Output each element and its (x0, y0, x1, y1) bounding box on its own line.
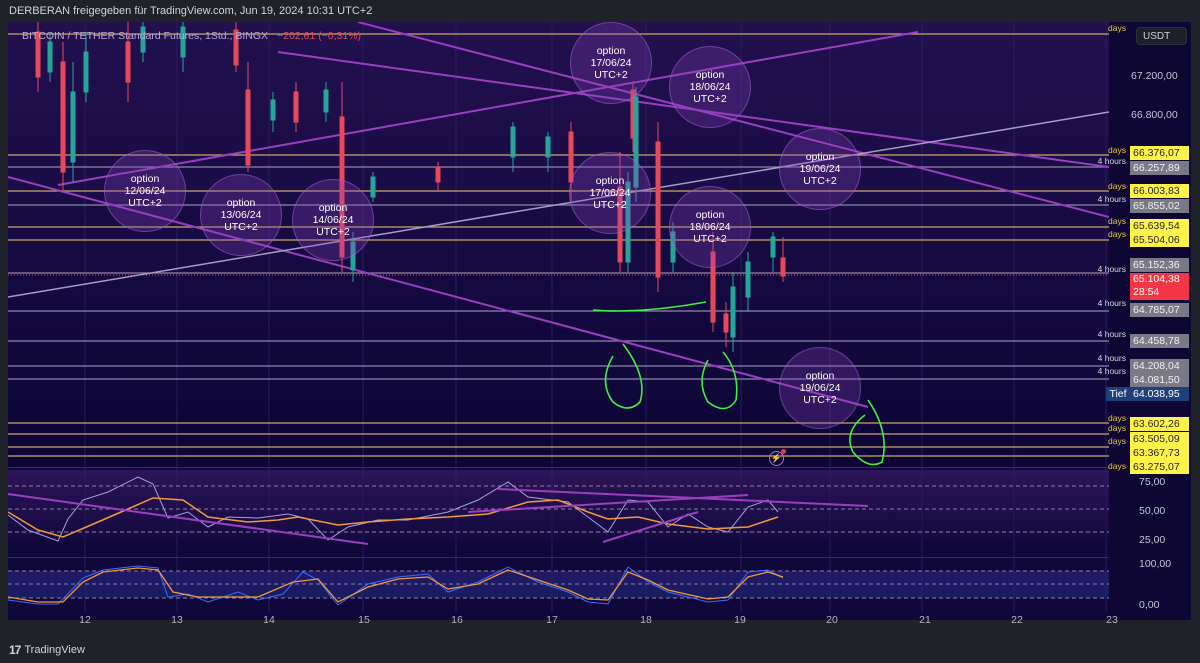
option-marker[interactable]: option 18/06/24 UTC+2 (669, 46, 751, 128)
option-marker[interactable]: option 18/06/24 UTC+2 (669, 186, 751, 268)
level-label: days (1108, 181, 1126, 191)
price-tag: 63.602,26 (1130, 417, 1189, 431)
price-change: −202,61 (−0,31%) (276, 30, 362, 42)
time-tick: 19 (734, 614, 746, 626)
rsi-ma (8, 497, 779, 538)
time-tick: 18 (640, 614, 652, 626)
level-label: days (1108, 436, 1126, 446)
day-levels (8, 33, 1109, 457)
time-tick: 16 (451, 614, 463, 626)
footer-bar (0, 638, 1200, 663)
option-marker[interactable]: option 13/06/24 UTC+2 (200, 174, 282, 256)
top-bar: DERBERAN freigegeben für TradingView.com… (0, 0, 1200, 22)
time-tick: 12 (79, 614, 91, 626)
lightning-icon[interactable]: ⚡ (769, 449, 786, 466)
stoch-k (8, 565, 784, 606)
level-label: 4 hours (1097, 366, 1126, 376)
low-price-tag: 64.038,95 (1130, 387, 1189, 401)
time-tick: 14 (263, 614, 275, 626)
tradingview-mark-icon: 17 (9, 643, 21, 657)
level-label: days (1108, 423, 1126, 433)
level-label: 4 hours (1097, 156, 1126, 166)
level-label: days (1108, 216, 1126, 226)
brand-name: TradingView (24, 644, 85, 656)
level-label: days (1108, 23, 1126, 33)
stoch-tick: 0,00 (1139, 599, 1160, 611)
price-tag: 66.003,83 (1130, 184, 1189, 198)
rsi-line (8, 476, 779, 542)
time-tick: 21 (919, 614, 931, 626)
price-tag: 63.505,09 (1130, 432, 1189, 446)
notification-dot (781, 449, 786, 454)
level-label: 4 hours (1097, 194, 1126, 204)
price-tag: 66.257,89 (1130, 161, 1189, 175)
rsi-tick: 50,00 (1139, 505, 1166, 517)
candle-countdown: 28:54 (1133, 286, 1160, 298)
price-tag: 64.208,04 (1130, 359, 1189, 373)
current-price: 65.104,38 (1133, 273, 1180, 285)
option-marker[interactable]: option 19/06/24 UTC+2 (779, 128, 861, 210)
rsi-tick: 75,00 (1139, 476, 1166, 488)
level-label: 4 hours (1097, 264, 1126, 274)
price-axis[interactable] (1109, 22, 1191, 620)
tradingview-logo[interactable]: 17 TradingView (9, 643, 85, 657)
symbol-info[interactable]: BITCOIN / TETHER Standard Futures, 1Std.… (22, 30, 361, 42)
level-label: days (1108, 145, 1126, 155)
time-tick: 17 (546, 614, 558, 626)
time-tick: 13 (171, 614, 183, 626)
symbol-name: BITCOIN / TETHER Standard Futures, 1Std.… (22, 30, 269, 42)
rsi-tick: 25,00 (1139, 534, 1166, 546)
price-tag: 64.785,07 (1130, 303, 1189, 317)
level-label: 4 hours (1097, 353, 1126, 363)
level-label: days (1108, 229, 1126, 239)
time-tick: 20 (826, 614, 838, 626)
price-tag: 65.855,02 (1130, 199, 1189, 213)
price-tag: 64.081,50 (1130, 373, 1189, 387)
price-tag: 65.639,54 (1130, 219, 1189, 233)
currency-button[interactable]: USDT (1136, 27, 1187, 45)
level-label: 4 hours (1097, 329, 1126, 339)
price-tag: 63.275,07 (1130, 460, 1189, 474)
option-marker[interactable]: option 12/06/24 UTC+2 (104, 150, 186, 232)
price-tag: 66.376,07 (1130, 146, 1189, 160)
price-tag: 64.458,78 (1130, 334, 1189, 348)
stoch-tick: 100,00 (1139, 558, 1172, 570)
price-tick: 67.200,00 (1131, 70, 1178, 82)
chart-canvas[interactable] (8, 22, 1109, 620)
option-marker[interactable]: option 19/06/24 UTC+2 (779, 347, 861, 429)
stoch-d (8, 567, 784, 603)
level-label: days (1108, 413, 1126, 423)
time-tick: 23 (1106, 614, 1118, 626)
price-tick: 66.800,00 (1131, 109, 1178, 121)
share-info: DERBERAN freigegeben für TradingView.com… (9, 5, 373, 17)
level-label: days (1108, 461, 1126, 471)
level-label: 4 hours (1097, 298, 1126, 308)
option-marker[interactable]: option 14/06/24 UTC+2 (292, 179, 374, 261)
time-tick: 22 (1011, 614, 1023, 626)
current-price-tag: 65.104,38 28:54 (1130, 273, 1189, 300)
annotations (592, 301, 885, 466)
four-hour-levels (8, 166, 1109, 380)
low-label: Tief (1106, 387, 1130, 401)
option-marker[interactable]: option 17/06/24 UTC+2 (570, 22, 652, 104)
price-tag: 65.152,36 (1130, 258, 1189, 272)
time-tick: 15 (358, 614, 370, 626)
price-tag: 63.367,73 (1130, 446, 1189, 460)
chart-area[interactable]: BITCOIN / TETHER Standard Futures, 1Std.… (8, 22, 1109, 620)
price-tag: 65.504,06 (1130, 233, 1189, 247)
option-marker[interactable]: option 17/06/24 UTC+2 (569, 152, 651, 234)
